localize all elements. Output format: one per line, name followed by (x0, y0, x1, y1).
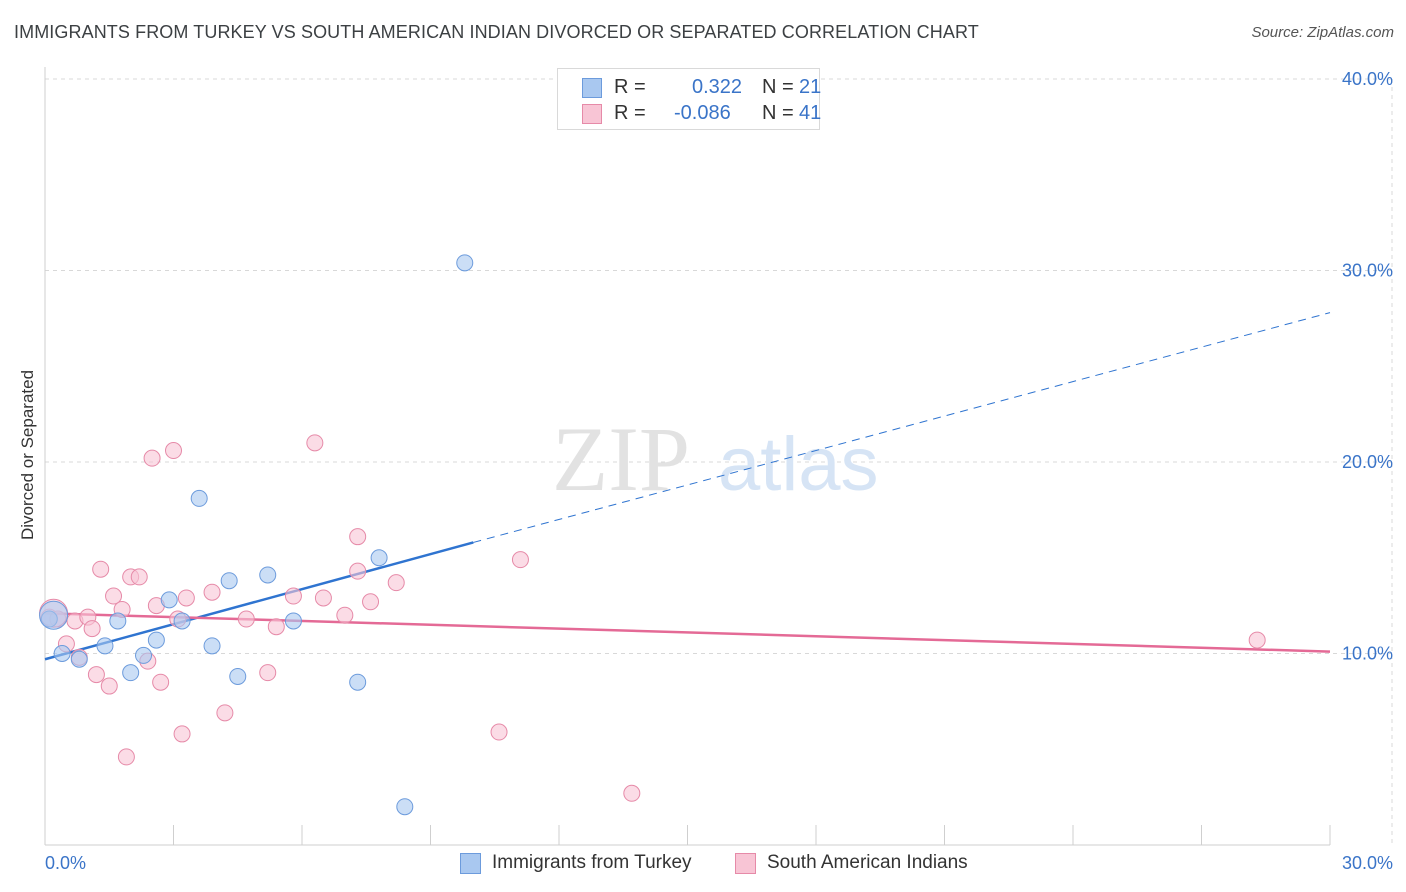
correlation-legend: R = 0.322 N = 21 R = -0.086 N = 41 (557, 68, 822, 130)
data-point (387, 574, 405, 592)
data-point (177, 589, 195, 607)
data-point (349, 562, 367, 580)
data-point (396, 798, 414, 816)
data-points (39, 254, 1266, 816)
data-point (259, 664, 277, 682)
trend-line-turkey-projection (473, 312, 1331, 543)
trend-line-turkey (44, 541, 474, 661)
data-point (70, 650, 88, 668)
data-point (349, 528, 367, 546)
data-point (1248, 631, 1266, 649)
data-point (216, 704, 234, 722)
watermark-zip: ZIP (552, 408, 690, 510)
data-point (370, 549, 388, 567)
x-tick-label: 0.0% (45, 853, 86, 873)
data-point (173, 612, 191, 630)
data-point (147, 631, 165, 649)
y-tick-label: 40.0% (1342, 69, 1393, 89)
data-point (96, 637, 114, 655)
series-turkey (39, 254, 474, 816)
data-point (92, 560, 110, 578)
legend-r-value: -0.086 (674, 102, 731, 124)
data-point (314, 589, 332, 607)
data-point (220, 572, 238, 590)
data-point (284, 612, 302, 630)
data-point (135, 646, 153, 664)
axes (44, 67, 1331, 846)
legend-swatch-turkey (582, 78, 602, 98)
chart-title: IMMIGRANTS FROM TURKEY VS SOUTH AMERICAN… (14, 22, 979, 42)
data-point (306, 434, 324, 452)
data-point (39, 600, 69, 630)
data-point (267, 618, 285, 636)
legend-swatch-turkey (460, 853, 481, 874)
data-point (456, 254, 474, 272)
legend-n-value: 21 (799, 76, 822, 98)
trend-line-south-american-indians (44, 612, 1331, 653)
legend-n-value: 41 (799, 102, 822, 124)
data-point (130, 568, 148, 586)
y-tick-label: 10.0% (1342, 644, 1393, 664)
y-tick-label: 20.0% (1342, 452, 1393, 472)
watermark-atlas: atlas (718, 422, 879, 507)
data-point (152, 673, 170, 691)
data-point (349, 673, 367, 691)
data-point (284, 587, 302, 605)
chart-source: Source: ZipAtlas.com (1251, 24, 1394, 41)
data-point (362, 593, 380, 611)
legend-swatch-south-american-indians (582, 104, 602, 124)
legend-label-south-american-indians: South American Indians (767, 852, 968, 873)
watermark: ZIP atlas (552, 408, 879, 510)
grid-lines (45, 78, 1393, 845)
legend-r-label: R = (614, 76, 646, 98)
tick-labels: 10.0% 20.0% 30.0% 40.0% 0.0% 30.0% Divorced or… (18, 69, 1393, 873)
data-point (87, 666, 105, 684)
data-point (237, 610, 255, 628)
data-point (105, 587, 123, 605)
data-point (336, 606, 354, 624)
data-point (229, 667, 247, 685)
legend-r-value: 0.322 (692, 76, 743, 98)
data-point (109, 612, 127, 630)
data-point (117, 748, 135, 766)
legend-r-label: R = (614, 102, 646, 124)
legend-swatch-south-american-indians (735, 853, 756, 874)
data-point (83, 620, 101, 638)
data-point (100, 677, 118, 695)
data-point (143, 449, 161, 467)
data-point (490, 723, 508, 741)
legend-label-turkey: Immigrants from Turkey (492, 852, 692, 873)
data-point (173, 725, 191, 743)
data-point (203, 583, 221, 601)
data-point (165, 442, 182, 460)
y-tick-label: 30.0% (1342, 261, 1393, 281)
data-point (511, 551, 529, 569)
y-axis-label: Divorced or Separated (18, 370, 37, 540)
data-point (160, 591, 178, 609)
data-point (623, 784, 641, 802)
data-point (259, 566, 277, 584)
data-point (203, 637, 221, 655)
legend-n-label: N = (762, 76, 794, 98)
data-point (53, 645, 71, 662)
legend-n-label: N = (762, 102, 794, 124)
trend-lines (44, 312, 1331, 661)
x-tick-label: 30.0% (1342, 853, 1393, 873)
data-point (122, 664, 140, 682)
data-point (190, 489, 208, 507)
